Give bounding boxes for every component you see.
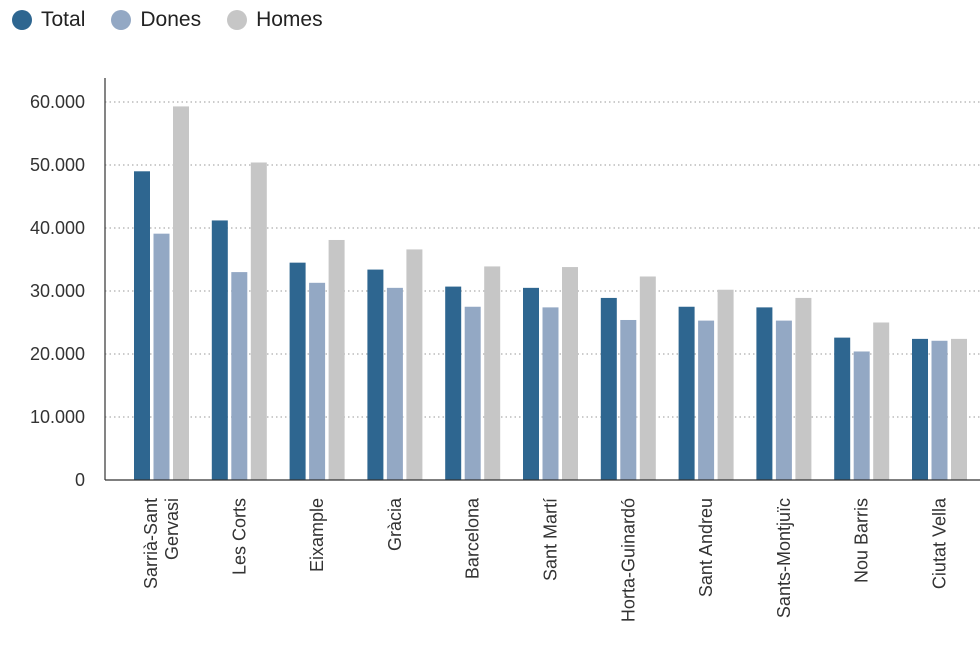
x-tick-label: Nou Barris: [852, 498, 872, 583]
legend-swatch-total: [12, 10, 32, 30]
bar-homes-10: [951, 338, 967, 480]
x-tick-label: Sant Martí: [541, 498, 561, 581]
x-tick-label: Ciutat Vella: [930, 497, 950, 589]
legend-item-homes[interactable]: Homes: [227, 8, 323, 32]
bar-total-1: [211, 220, 228, 480]
y-tick-label: 40.000: [30, 218, 85, 238]
legend-swatch-homes: [227, 10, 248, 30]
bar-dones-7: [698, 320, 715, 480]
y-axis-ticks: 0 10.000 20.000 30.000 40.000 50.000 60.000: [30, 92, 85, 490]
legend-item-total[interactable]: Total: [12, 8, 85, 32]
bar-homes-0: [173, 106, 189, 480]
y-tick-label: 60.000: [30, 92, 85, 112]
bar-total-6: [600, 297, 617, 480]
bar-total-0: [134, 171, 150, 481]
bar-dones-8: [775, 320, 792, 480]
x-axis-labels: Sarrià-Sant Gervasi Les Corts Eixample Gràci…: [141, 497, 950, 622]
legend-label-dones: Dones: [140, 8, 202, 31]
bar-homes-4: [484, 266, 501, 480]
bar-homes-8: [795, 297, 812, 480]
legend: Total Dones Homes: [12, 8, 323, 32]
bar-homes-1: [250, 162, 267, 481]
x-tick-label: Sant Andreu: [696, 498, 716, 597]
x-tick-label: Horta-Guinardó: [618, 498, 638, 622]
y-tick-label: 10.000: [30, 407, 85, 427]
bar-total-2: [289, 262, 306, 480]
bar-homes-5: [562, 267, 578, 480]
bar-dones-3: [386, 287, 403, 480]
bar-total-9: [834, 337, 851, 480]
bar-total-10: [912, 338, 928, 480]
x-tick-label: Gràcia: [385, 497, 405, 551]
bar-dones-5: [542, 307, 559, 480]
bar-homes-2: [328, 239, 345, 480]
y-tick-label: 30.000: [30, 281, 85, 301]
y-tick-label: 50.000: [30, 155, 85, 175]
legend-label-homes: Homes: [256, 8, 323, 31]
x-tick-label: Barcelona: [463, 497, 483, 579]
y-tick-label: 20.000: [30, 344, 85, 364]
bar-dones-1: [231, 272, 248, 480]
x-tick-label: Sarrià-Sant: [141, 498, 161, 589]
bar-dones-9: [853, 351, 870, 480]
bar-total-8: [756, 307, 773, 480]
bar-dones-4: [464, 306, 481, 480]
bar-dones-2: [309, 282, 326, 480]
legend-swatch-dones: [111, 10, 132, 30]
x-tick-label: Les Corts: [229, 498, 249, 575]
legend-label-total: Total: [41, 8, 86, 31]
x-tick-label: Gervasi: [162, 498, 182, 560]
bar-homes-7: [717, 289, 734, 480]
x-tick-label: Eixample: [307, 498, 327, 572]
bar-homes-6: [639, 276, 656, 480]
bar-total-4: [445, 286, 462, 480]
bar-dones-0: [153, 233, 170, 480]
bar-dones-6: [620, 319, 637, 480]
bar-total-5: [523, 287, 539, 480]
y-tick-label: 0: [75, 470, 85, 490]
x-tick-label: Sants-Montjuïc: [774, 498, 794, 618]
bar-homes-3: [406, 249, 423, 480]
bar-total-3: [367, 269, 384, 480]
legend-item-dones[interactable]: Dones: [111, 8, 201, 32]
bar-dones-10: [931, 340, 948, 480]
bar-total-7: [678, 306, 695, 480]
bar-homes-9: [873, 322, 890, 480]
bars: [134, 106, 967, 481]
